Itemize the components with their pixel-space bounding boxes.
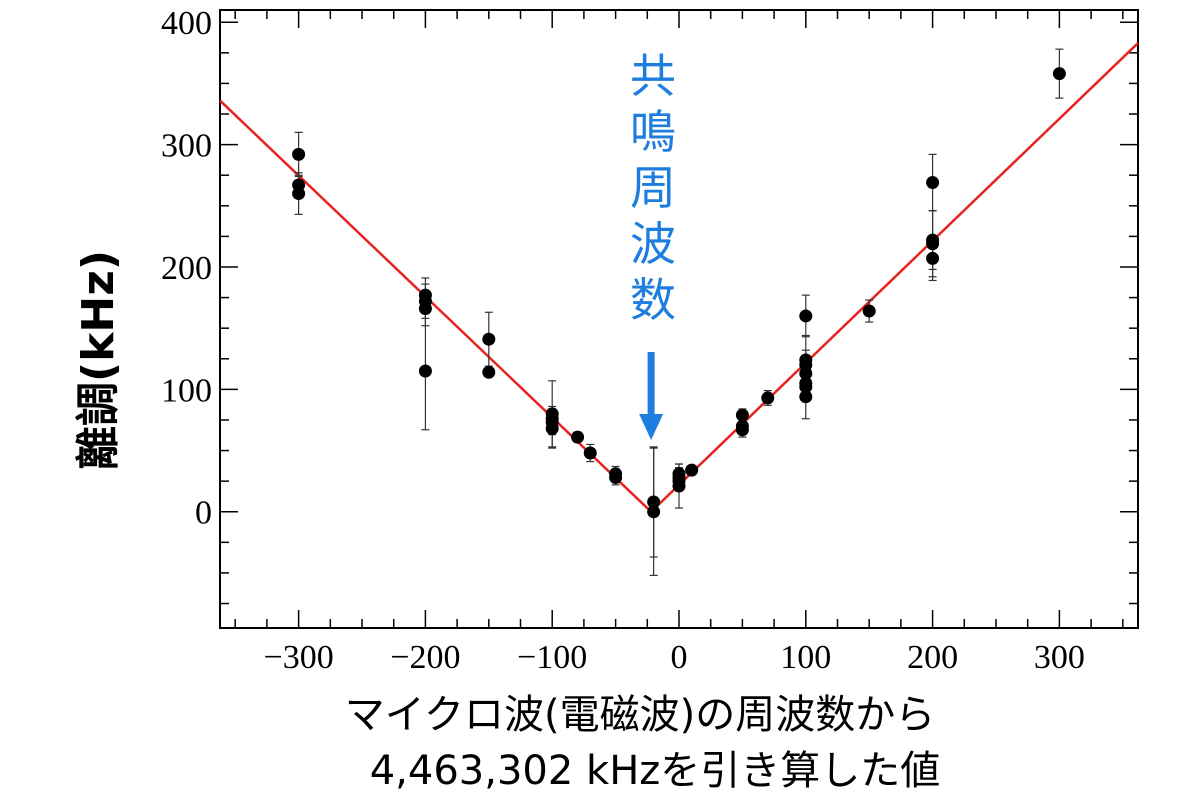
x-tick-label: −100 [517,639,587,676]
y-tick-label: 0 [195,495,212,532]
annotation-char-3: 周 [630,161,676,215]
data-point [735,408,749,422]
x-tick-label: 100 [780,639,831,676]
data-point [292,187,306,201]
tick-labels: −300 −200 −100 0 100 200 300 0 100 200 300 400 [161,5,1085,676]
x-tick-label: 0 [671,639,688,676]
x-axis-label-line-1: マイクロ波(電磁波)の周波数から [345,692,935,738]
annotation-char-4: 波 [630,217,676,271]
x-tick-label: −200 [390,639,460,676]
plot-frame [219,9,1139,629]
resonance-annotation: 共 鳴 周 波 数 [630,49,676,440]
y-tick-label: 200 [161,250,212,287]
data-point [418,302,432,316]
data-point [685,463,699,477]
data-point [482,332,496,346]
data-point [482,365,496,379]
fit-line [219,42,1139,514]
annotation-char-5: 数 [630,273,676,327]
data-point [571,430,585,444]
x-axis-label-line-2: 4,463,302 kHzを引き算した値 [370,748,941,794]
data-point [609,470,623,484]
data-point [799,390,813,404]
data-points [292,67,1066,519]
annotation-char-2: 鳴 [630,105,676,159]
x-tick-label: 200 [907,639,958,676]
data-point [926,251,940,265]
error-bars [294,48,1064,576]
y-tick-label: 400 [161,5,212,42]
data-point [926,237,940,251]
data-point [647,495,661,509]
y-tick-label: 100 [161,372,212,409]
data-point [292,147,306,161]
x-tick-label: −300 [264,639,334,676]
data-point [545,422,559,436]
fit-line-group [219,42,1139,514]
data-point [799,309,813,323]
data-point [583,446,597,460]
plot-frame-rect [219,9,1139,629]
data-point [799,366,813,380]
data-point [761,391,775,405]
y-axis-label: 離調(kHz) [73,250,124,470]
x-tick-label: 300 [1034,639,1085,676]
data-point [1052,67,1066,81]
data-point [862,304,876,318]
data-point [926,176,940,190]
annotation-arrow-icon [639,352,664,440]
y-tick-label: 300 [161,128,212,165]
axis-ticks [220,10,1138,628]
data-point [418,364,432,378]
data-point [735,423,749,437]
data-point [647,505,661,519]
arrow-head [639,414,664,440]
annotation-char-1: 共 [630,49,676,103]
data-point [799,380,813,394]
data-point [672,479,686,493]
